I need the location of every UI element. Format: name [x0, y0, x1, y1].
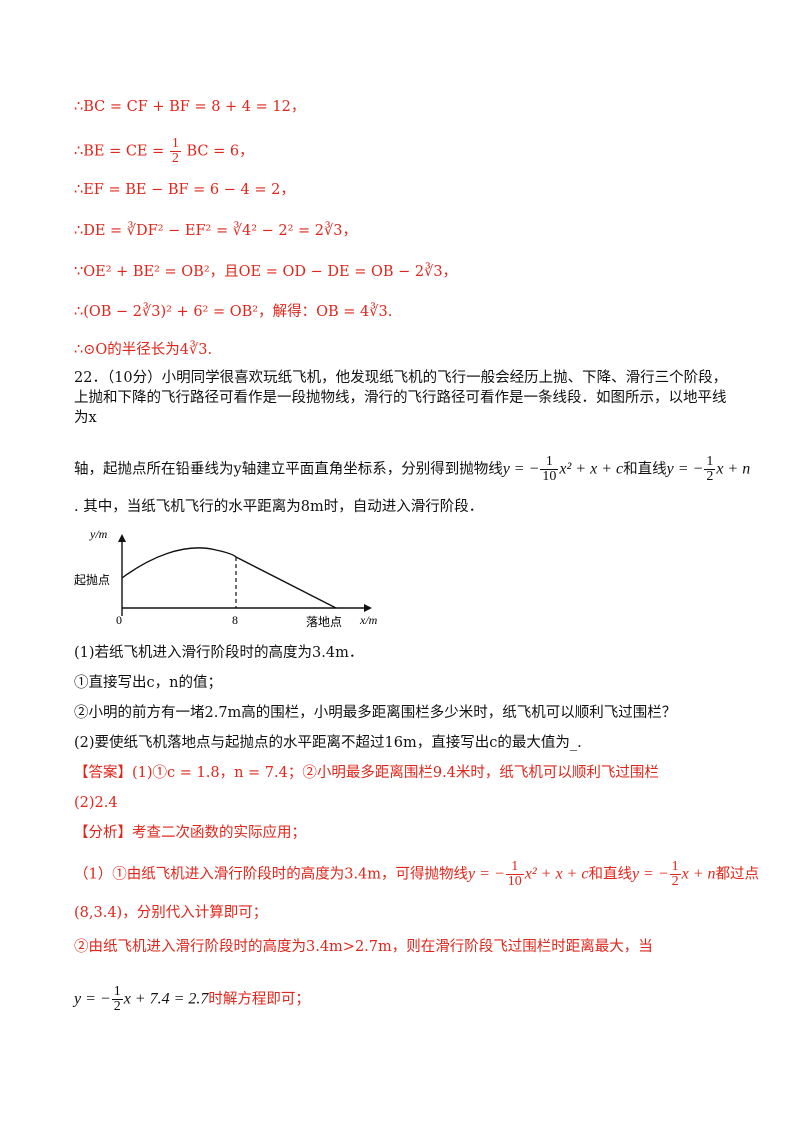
question-1: (1)若纸飞机进入滑行阶段时的高度为3.4m．: [74, 645, 364, 661]
tick-label-8: 8: [232, 613, 238, 627]
analysis-step-2: (8,3.4)，分别代入计算即可；: [74, 905, 268, 921]
question-2: (2)要使纸飞机落地点与起抛点的水平距离不超过16m，直接写出c的最大值为_.: [74, 735, 582, 751]
line-oe-pythag: ∵OE² + BE² = OB²，且OE = OD − DE = OB − 2∛…: [74, 264, 458, 280]
question-1a: ①直接写出c，n的值；: [74, 675, 222, 691]
problem-22-equations: 轴，起抛点所在铅垂线为y轴建立平面直角坐标系，分别得到抛物线y = −1 10 x²…: [74, 454, 751, 484]
x-axis-arrow: [364, 604, 372, 612]
analysis-step-1: （1）①由纸飞机进入滑行阶段时的高度为3.4m，可得抛物线y = −1 10 x² …: [74, 859, 760, 889]
analysis-step-3: ②由纸飞机进入滑行阶段时的高度为3.4m>2.7m，则在滑行阶段飞过围栏时距离最…: [74, 939, 653, 955]
problem-22-condition: . 其中，当纸飞机飞行的水平距离为8m时，自动进入滑行阶段．: [74, 499, 484, 515]
line-bc: ∴BC = CF + BF = 8 + 4 = 12，: [74, 99, 306, 115]
line-radius: ∴⊙O的半径长为4∛3.: [74, 342, 213, 358]
line-de: ∴DE = ∛DF² − EF² = ∛4² − 2² = 2∛3，: [74, 223, 357, 239]
flight-path-diagram: y/m 0 8 起抛点 落地点 x/m: [74, 527, 378, 629]
line-ef: ∴EF = BE − BF = 6 − 4 = 2，: [74, 182, 295, 198]
analysis-heading: 【分析】考查二次函数的实际应用；: [74, 825, 306, 841]
answer-line-1: 【答案】(1)①c = 1.8，n = 7.4；②小明最多距离围栏9.4米时，纸…: [74, 765, 659, 781]
y-axis-arrow: [118, 534, 126, 542]
analysis-step-4: y = −1 2 x + 7.4 = 2.7时解方程即可；: [74, 984, 310, 1014]
question-1b: ②小明的前方有一堵2.7m高的围栏，小明最多距离围栏多少米时，纸飞机可以顺利飞过…: [74, 705, 677, 721]
x-axis-label: x/m: [359, 613, 378, 627]
landing-point-label: 落地点: [306, 615, 342, 629]
glide-segment: [235, 556, 337, 609]
y-axis-label: y/m: [89, 527, 108, 541]
origin-label: 0: [116, 613, 122, 627]
flight-path-figure: y/m 0 8 起抛点 落地点 x/m: [74, 520, 394, 634]
problem-22-intro: 22．（10分）小明同学很喜欢玩纸飞机，他发现纸飞机的飞行一般会经历上抛、下降、…: [74, 370, 728, 426]
start-point-label: 起抛点: [74, 572, 110, 587]
answer-line-2: (2)2.4: [74, 795, 118, 811]
parabola-path: [121, 547, 237, 579]
line-solve-ob: ∴(OB − 2∛3)² + 6² = OB²，解得：OB = 4∛3.: [74, 304, 393, 320]
